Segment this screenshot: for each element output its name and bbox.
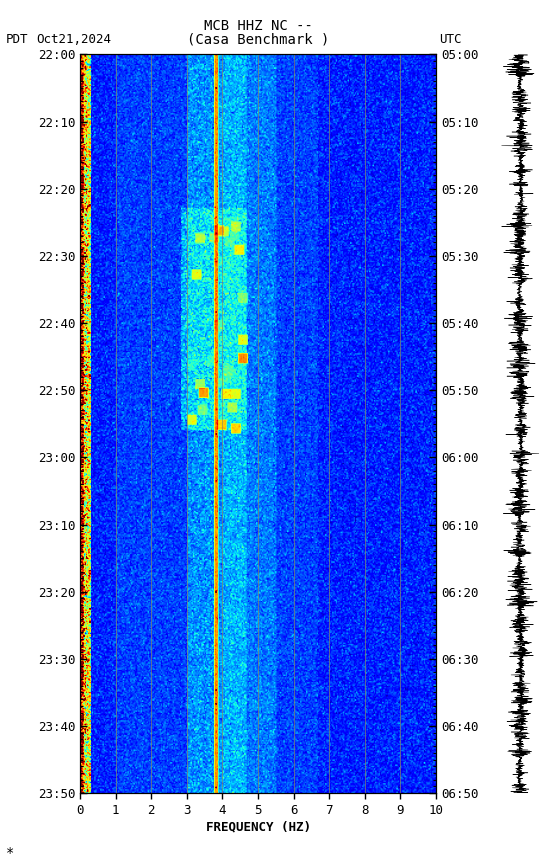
Text: Oct21,2024: Oct21,2024 (36, 33, 111, 46)
Text: (Casa Benchmark ): (Casa Benchmark ) (187, 33, 329, 47)
Text: UTC: UTC (439, 33, 461, 46)
Text: *: * (6, 846, 14, 860)
X-axis label: FREQUENCY (HZ): FREQUENCY (HZ) (205, 821, 311, 834)
Text: PDT: PDT (6, 33, 28, 46)
Text: MCB HHZ NC --: MCB HHZ NC -- (204, 19, 312, 33)
